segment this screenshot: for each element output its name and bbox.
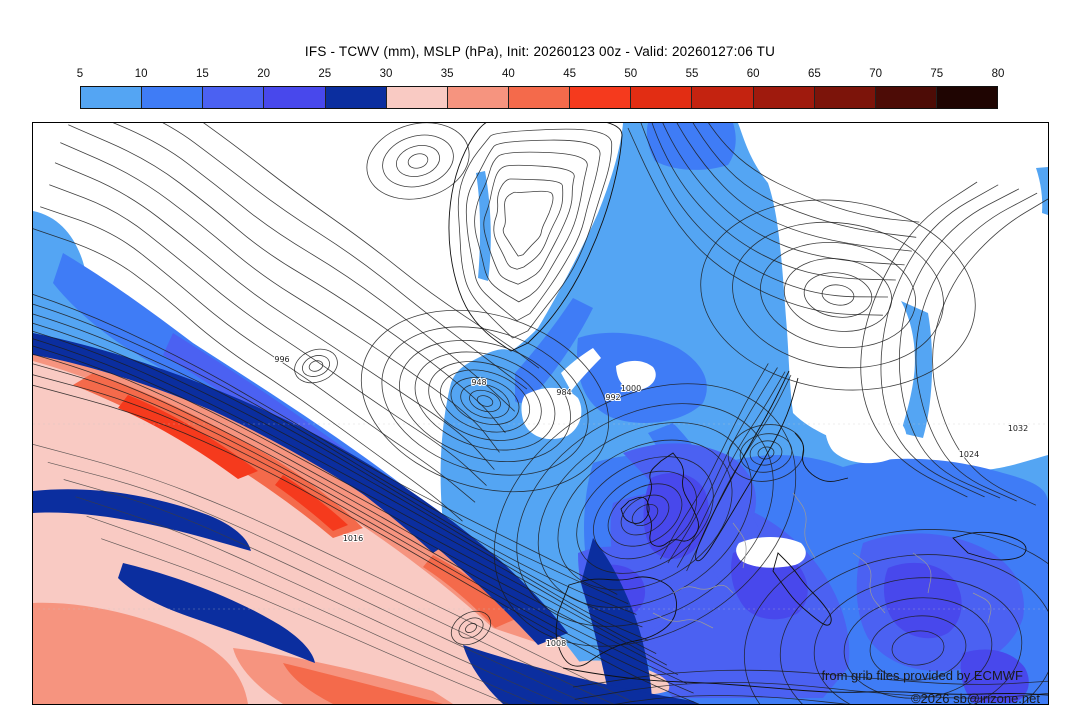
- tcwv-fill-navy-streak1: [33, 489, 251, 551]
- tcwv-fill-salmon-streak: [233, 648, 453, 704]
- colorbar-segment: [141, 87, 203, 108]
- tcwv-fill-rightedge: [1036, 167, 1048, 215]
- colorbar-tick-label: 75: [930, 68, 944, 80]
- colorbar-tick-label: 10: [134, 68, 148, 80]
- colorbar-segment: [507, 87, 570, 108]
- isobar-label: 996: [274, 355, 289, 364]
- isobar-contour-lines: [33, 123, 1048, 704]
- colorbar-tick-label: 50: [624, 68, 638, 80]
- isobar-label: 1008: [546, 639, 566, 648]
- colorbar-tick-label: 40: [501, 68, 515, 80]
- isobar-label: 984: [556, 388, 571, 397]
- attribution-source: from grib files provided by ECMWF: [821, 668, 1023, 683]
- colorbar-tick-label: 65: [807, 68, 821, 80]
- colorbar-segment: [81, 87, 142, 108]
- tcwv-fill-navy-band-arc: [323, 453, 448, 553]
- tcwv-fill-navy-streak2: [118, 563, 315, 663]
- colorbar-segment: [691, 87, 753, 108]
- tcwv-fill-red-core2: [423, 555, 518, 628]
- dry-gap-arm-white: [561, 348, 601, 391]
- isobar-label: 1032: [1008, 424, 1028, 433]
- tcwv-fill-red-bright2: [275, 475, 348, 531]
- isobar-label: 1024: [959, 450, 979, 459]
- attribution-copyright: ©2026 sb@irizone.net: [910, 691, 1040, 706]
- tcwv-fill-crete-core: [960, 649, 1029, 703]
- colorbar-tick-label: 25: [318, 68, 332, 80]
- colorbar-segment: [935, 87, 998, 108]
- colorbar-tick-label: 5: [76, 68, 84, 80]
- colorbar-segment: [630, 87, 692, 108]
- isobar-label: 1000: [621, 384, 641, 393]
- tcwv-fill-navy-bottom: [463, 645, 698, 704]
- colorbar-tick-label: 15: [195, 68, 209, 80]
- colorbar-tick-label: 55: [685, 68, 699, 80]
- colorbar-tick-label: 20: [257, 68, 270, 80]
- colorbar-gradient: [80, 86, 998, 109]
- colorbar-segment: [813, 87, 875, 108]
- colorbar-tick-label: 45: [563, 68, 576, 80]
- colorbar-tick-label: 60: [746, 68, 760, 80]
- colorbar-segment: [874, 87, 936, 108]
- colorbar-segment: [202, 87, 264, 108]
- page-title: IFS - TCWV (mm), MSLP (hPa), Init: 20260…: [304, 44, 776, 59]
- dry-gap-white: [521, 387, 582, 440]
- map-canvas: 996 948 984 992 1000 1016 1008 1024 1032: [32, 122, 1049, 705]
- colorbar-segment: [263, 87, 325, 108]
- isobar-label: 992: [605, 393, 620, 402]
- scandinavia-white: [825, 411, 907, 464]
- colorbar-segment: [385, 87, 447, 108]
- coastlines: [448, 123, 1048, 696]
- isobar-label: 948: [471, 378, 486, 387]
- colorbar-ticks: 5 10 15 20 25 30 35 40 45 50 55 60 65 70 75 80: [0, 68, 1080, 82]
- colorbar-segment: [324, 87, 386, 108]
- colorbar-segment: [752, 87, 814, 108]
- isobar-label: 1016: [343, 534, 363, 543]
- colorbar-tick-label: 80: [991, 68, 1005, 80]
- iceland-white: [616, 360, 656, 391]
- tcwv-fill-red-bright: [118, 395, 258, 479]
- colorbar-tick-label: 30: [379, 68, 393, 80]
- colorbar-tick-label: 70: [869, 68, 882, 80]
- colorbar-segment: [569, 87, 631, 108]
- colorbar-tick-label: 35: [440, 68, 454, 80]
- tcwv-fill-red-bottom: [283, 663, 443, 704]
- tcwv-fill-salmon-corner: [33, 602, 248, 704]
- colorbar-segment: [446, 87, 508, 108]
